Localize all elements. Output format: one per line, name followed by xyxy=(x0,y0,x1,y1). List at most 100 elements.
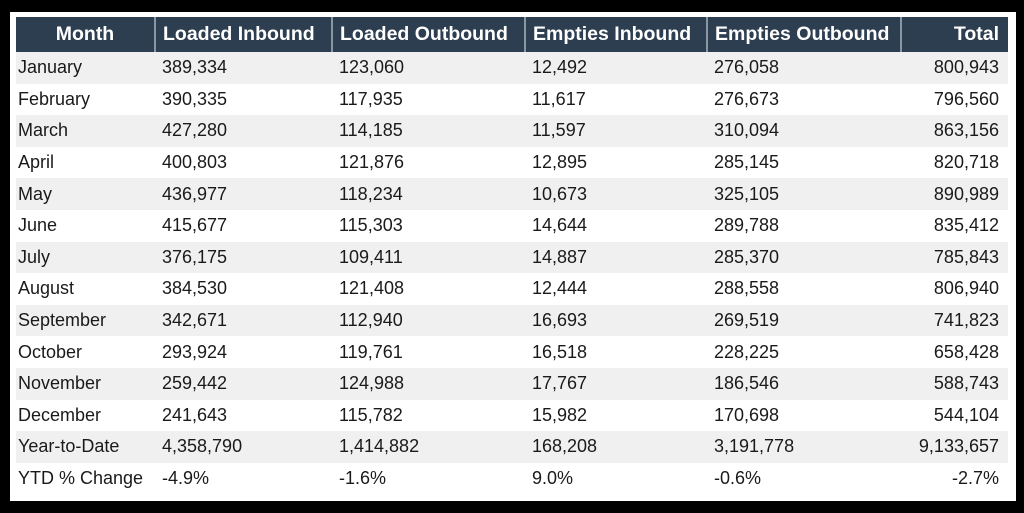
value-cell: 741,823 xyxy=(901,304,1008,337)
value-cell: 119,761 xyxy=(332,336,525,368)
value-cell: 376,175 xyxy=(155,241,332,274)
value-cell: 124,988 xyxy=(332,367,525,400)
table-row: March 427,280 114,185 11,597 310,094 863,156 xyxy=(16,115,1008,147)
value-cell: 15,982 xyxy=(525,399,707,432)
value-cell: 170,698 xyxy=(707,399,901,432)
column-header-loaded-outbound: Loaded Outbound xyxy=(331,17,525,52)
table-row: June 415,677 115,303 14,644 289,788 835,412 xyxy=(16,209,1008,242)
column-header-loaded-inbound: Loaded Inbound xyxy=(154,17,332,52)
value-cell: 427,280 xyxy=(155,115,332,147)
value-cell: 436,977 xyxy=(155,178,332,210)
value-cell: 415,677 xyxy=(155,209,332,242)
value-cell: 16,693 xyxy=(525,304,707,337)
row-label-cell: September xyxy=(16,304,155,337)
value-cell: 12,492 xyxy=(525,52,707,84)
value-cell: 293,924 xyxy=(155,336,332,368)
table-row: October 293,924 119,761 16,518 228,225 658,42… xyxy=(16,336,1008,368)
value-cell: 820,718 xyxy=(901,146,1008,179)
value-cell: 12,444 xyxy=(525,273,707,305)
value-cell: 890,989 xyxy=(901,178,1008,210)
value-cell: 17,767 xyxy=(525,367,707,400)
value-cell: 259,442 xyxy=(155,367,332,400)
value-cell: 800,943 xyxy=(901,52,1008,84)
row-label-cell: February xyxy=(16,83,155,116)
value-cell: 288,558 xyxy=(707,273,901,305)
row-label-cell: January xyxy=(16,52,155,84)
value-cell: 10,673 xyxy=(525,178,707,210)
value-cell: 121,876 xyxy=(332,146,525,179)
value-cell: 285,370 xyxy=(707,241,901,274)
value-cell: 342,671 xyxy=(155,304,332,337)
value-cell: 806,940 xyxy=(901,273,1008,305)
value-cell: 276,673 xyxy=(707,83,901,116)
value-cell: 9,133,657 xyxy=(901,431,1008,463)
value-cell: 186,546 xyxy=(707,367,901,400)
row-label-cell: December xyxy=(16,399,155,432)
value-cell: 1,414,882 xyxy=(332,431,525,463)
value-cell: 588,743 xyxy=(901,367,1008,400)
table-row: April 400,803 121,876 12,895 285,145 820,718 xyxy=(16,146,1008,179)
value-cell: 109,411 xyxy=(332,241,525,274)
value-cell: 112,940 xyxy=(332,304,525,337)
column-header-total: Total xyxy=(900,17,1008,52)
row-label-cell: YTD % Change xyxy=(16,462,155,495)
table-body: January 389,334 123,060 12,492 276,058 800,94… xyxy=(16,52,1008,495)
value-cell: 389,334 xyxy=(155,52,332,84)
value-cell: 117,935 xyxy=(332,83,525,116)
value-cell: 384,530 xyxy=(155,273,332,305)
row-label-cell: August xyxy=(16,273,155,305)
table-row: November 259,442 124,988 17,767 186,546 588,7… xyxy=(16,367,1008,400)
value-cell: 863,156 xyxy=(901,115,1008,147)
value-cell: 3,191,778 xyxy=(707,431,901,463)
row-label-cell: October xyxy=(16,336,155,368)
value-cell: 168,208 xyxy=(525,431,707,463)
header-row: Month Loaded Inbound Loaded Outbound Emptie… xyxy=(16,17,1008,52)
table-row: December 241,643 115,782 15,982 170,698 544,1… xyxy=(16,399,1008,432)
value-cell: 115,303 xyxy=(332,209,525,242)
value-cell: 276,058 xyxy=(707,52,901,84)
value-cell: 228,225 xyxy=(707,336,901,368)
value-cell: 400,803 xyxy=(155,146,332,179)
value-cell: 310,094 xyxy=(707,115,901,147)
table-row: August 384,530 121,408 12,444 288,558 806,940 xyxy=(16,273,1008,305)
value-cell: 390,335 xyxy=(155,83,332,116)
value-cell: 289,788 xyxy=(707,209,901,242)
value-cell: 114,185 xyxy=(332,115,525,147)
value-cell: -2.7% xyxy=(901,462,1008,495)
row-label-cell: November xyxy=(16,367,155,400)
value-cell: 14,644 xyxy=(525,209,707,242)
table-row: YTD % Change -4.9% -1.6% 9.0% -0.6% -2.7% xyxy=(16,462,1008,495)
value-cell: 785,843 xyxy=(901,241,1008,274)
table-row: September 342,671 112,940 16,693 269,519 741,… xyxy=(16,304,1008,337)
table-row: January 389,334 123,060 12,492 276,058 800,94… xyxy=(16,52,1008,84)
column-header-month: Month xyxy=(16,17,155,52)
value-cell: 9.0% xyxy=(525,462,707,495)
value-cell: 544,104 xyxy=(901,399,1008,432)
table-header: Month Loaded Inbound Loaded Outbound Emptie… xyxy=(16,17,1008,52)
column-header-empties-inbound: Empties Inbound xyxy=(524,17,707,52)
value-cell: 796,560 xyxy=(901,83,1008,116)
value-cell: 11,617 xyxy=(525,83,707,116)
table-panel: Month Loaded Inbound Loaded Outbound Emptie… xyxy=(10,12,1016,501)
value-cell: 123,060 xyxy=(332,52,525,84)
value-cell: 325,105 xyxy=(707,178,901,210)
row-label-cell: April xyxy=(16,146,155,179)
value-cell: 12,895 xyxy=(525,146,707,179)
row-label-cell: June xyxy=(16,209,155,242)
value-cell: 285,145 xyxy=(707,146,901,179)
value-cell: 14,887 xyxy=(525,241,707,274)
value-cell: 241,643 xyxy=(155,399,332,432)
table-row: February 390,335 117,935 11,617 276,673 796,5… xyxy=(16,83,1008,116)
row-label-cell: May xyxy=(16,178,155,210)
row-label-cell: Year-to-Date xyxy=(16,431,155,463)
value-cell: 11,597 xyxy=(525,115,707,147)
table-row: July 376,175 109,411 14,887 285,370 785,843 xyxy=(16,241,1008,274)
value-cell: 658,428 xyxy=(901,336,1008,368)
value-cell: 4,358,790 xyxy=(155,431,332,463)
row-label-cell: March xyxy=(16,115,155,147)
value-cell: -1.6% xyxy=(332,462,525,495)
column-header-empties-outbound: Empties Outbound xyxy=(706,17,901,52)
value-cell: 16,518 xyxy=(525,336,707,368)
